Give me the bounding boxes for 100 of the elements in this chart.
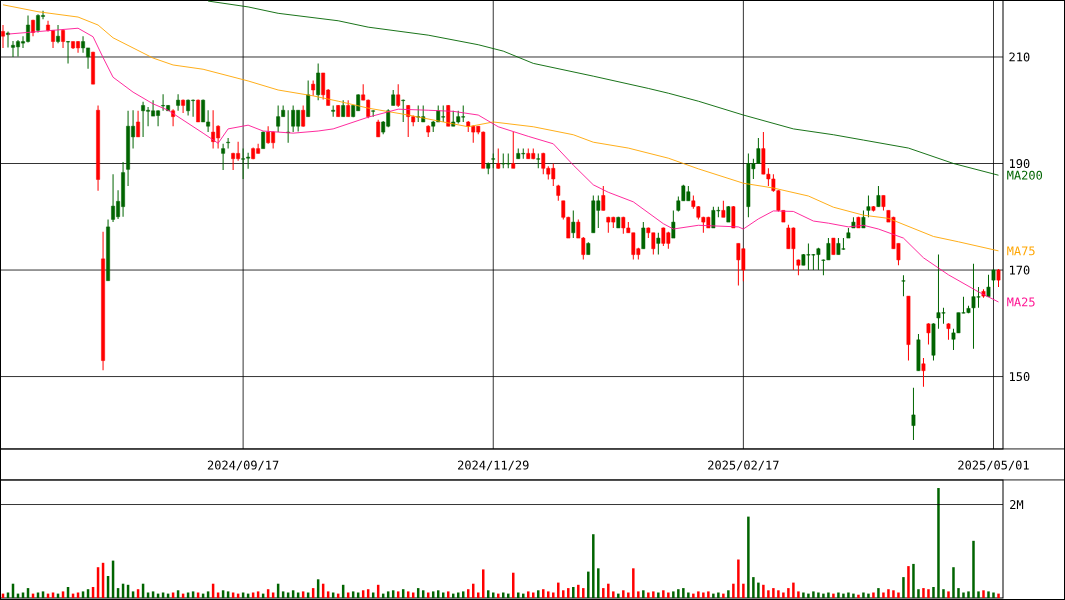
bar [702,592,705,598]
bar [842,593,845,598]
bar [732,583,735,598]
bar [537,590,540,598]
bar [837,592,840,598]
bar [877,588,880,598]
bar [802,592,805,598]
candlestick [571,209,576,239]
bar [982,590,985,598]
x-tick-label: 2025/02/17 [708,460,779,471]
bar [852,593,855,598]
bar [752,577,755,598]
bar [692,593,695,598]
bar [962,592,965,598]
candlestick [496,148,501,170]
candlestick [731,205,736,229]
bar [777,590,780,598]
candlestick [301,104,306,128]
bar [562,590,565,598]
bar [592,534,595,598]
candlestick [306,79,311,118]
bar [767,590,770,598]
bar [697,591,700,598]
bar [707,591,710,598]
bar [942,589,945,598]
y-tick-label: 150 [1009,372,1030,382]
bar [997,593,1000,598]
series-label: MA25 [1007,297,1035,307]
candlestick [901,274,906,297]
bar [597,568,600,598]
candlestick [286,109,291,144]
bar [847,592,850,598]
candlestick [291,104,296,133]
candlestick [876,185,881,208]
bar [617,593,620,598]
bar [517,592,520,598]
bar [632,568,635,598]
candlestick [226,137,231,150]
candlestick [66,40,70,64]
bar [522,593,525,598]
bar [622,590,625,598]
bar [832,593,835,598]
bar [912,563,915,598]
bar [937,488,940,598]
candlestick [181,99,185,114]
bar [737,559,740,598]
bar [887,589,890,598]
bar [927,589,930,598]
bar [922,588,925,598]
x-tick-label: 2025/05/01 [958,460,1029,471]
candlestick [196,99,200,123]
bar [657,592,660,598]
candlestick [136,110,140,138]
bar [647,592,650,598]
y-tick-label: 190 [1009,158,1030,169]
candlestick [401,99,406,123]
ref-line-label: 2M [1010,500,1024,509]
bar [602,588,605,598]
bar [547,591,550,598]
candlestick [221,143,226,171]
bar [532,592,535,598]
candlestick [921,357,926,388]
candlestick [926,322,931,346]
bar [977,591,980,598]
bar [792,582,795,598]
bar [822,593,825,598]
bar [502,592,505,598]
bar [682,588,685,598]
bar [757,582,760,598]
candlestick [511,131,516,169]
bar [557,582,560,598]
y-tick-label: 170 [1009,265,1030,275]
bar [902,577,905,598]
bar [807,593,810,598]
candlestick [671,209,676,239]
bar [507,593,510,598]
candlestick [866,194,871,218]
bar [907,566,910,598]
candlestick [601,185,606,211]
bar [957,588,960,598]
line-series [2,4,999,252]
bar [827,592,830,598]
bar [892,590,895,598]
bar [667,592,670,598]
candlestick [641,221,646,250]
bar [677,589,680,598]
candlestick [396,83,401,108]
candlestick [911,387,916,441]
bar [582,588,585,598]
bar [512,572,515,598]
candlestick [331,104,336,118]
bar [952,567,955,598]
bar [687,592,690,598]
candlestick [656,232,661,256]
bar [762,584,765,598]
bar [747,516,750,598]
candlestick [176,93,180,112]
bar [627,592,630,598]
bar [857,594,860,598]
bar [637,591,640,598]
